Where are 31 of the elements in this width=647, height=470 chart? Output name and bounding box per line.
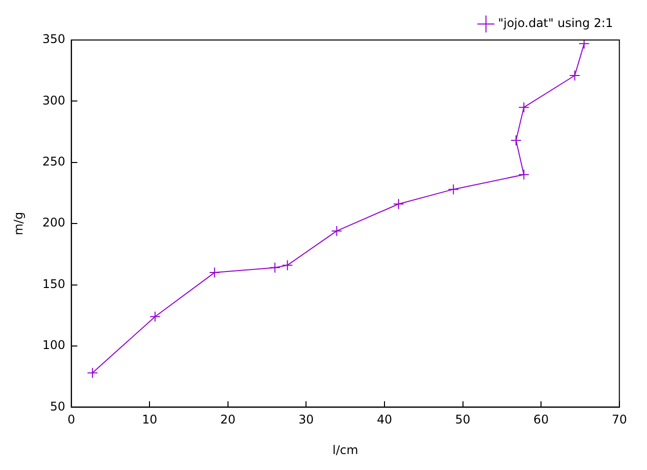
point xyxy=(209,267,220,278)
point xyxy=(578,40,590,50)
y-tick-label: 100 xyxy=(42,338,66,352)
point xyxy=(518,102,530,113)
point xyxy=(150,311,161,322)
x-axis-title: l/cm xyxy=(332,442,358,457)
point xyxy=(86,367,98,378)
y-tick-label: 300 xyxy=(42,93,66,108)
x-tick-label: 40 xyxy=(376,412,392,427)
x-tick-label: 0 xyxy=(67,412,76,427)
x-tick-label: 30 xyxy=(298,412,314,427)
point xyxy=(569,70,580,81)
point xyxy=(510,134,522,146)
y-tick-label: 200 xyxy=(42,216,66,230)
y-axis-title: m/g xyxy=(11,212,26,236)
point xyxy=(331,225,342,236)
y-tick-label: 50 xyxy=(50,399,66,414)
x-tick-label: 10 xyxy=(142,412,158,427)
point xyxy=(393,198,404,210)
point xyxy=(448,184,459,195)
point xyxy=(282,260,293,271)
y-tick-label: 250 xyxy=(42,154,66,169)
point xyxy=(518,169,530,180)
point xyxy=(269,262,280,274)
y-tick-label: 350 xyxy=(42,32,66,46)
x-tick-label: 70 xyxy=(612,412,628,427)
x-tick-label: 20 xyxy=(220,412,236,427)
x-tick-label: 60 xyxy=(533,412,549,427)
y-tick-label: 150 xyxy=(42,276,66,291)
x-tick-label: 50 xyxy=(455,412,470,427)
legend-label: "jojo.dat" using 2:1 xyxy=(498,16,614,30)
